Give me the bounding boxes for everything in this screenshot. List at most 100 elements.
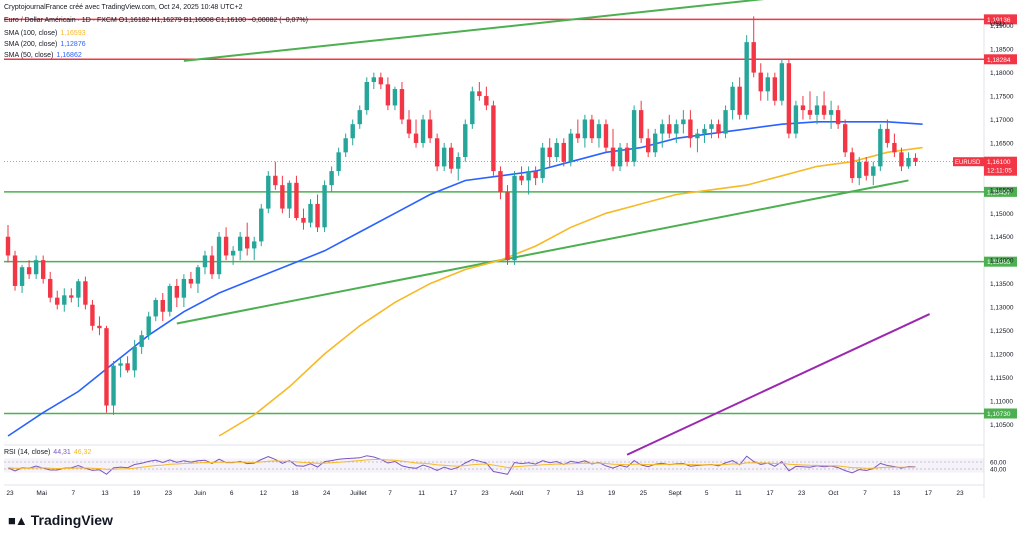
candle-body [765,77,770,92]
candle [505,185,510,265]
candle-body [216,236,222,275]
time-tick-label: 25 [640,490,648,497]
candle-body [645,138,651,153]
candles [5,16,918,415]
candle [631,105,637,167]
candle [90,300,95,331]
candle-body [702,128,707,134]
time-tick-label: 23 [165,490,173,497]
candle [308,199,313,228]
time-tick-label: Juillet [350,490,367,497]
candle-body [406,119,412,134]
candle-body [617,147,623,167]
candle-body [174,285,180,298]
time-tick-label: Juin [194,490,206,497]
candle [603,119,609,153]
time-tick-label: 19 [133,490,141,497]
sma100-line [218,146,923,437]
candle-body [814,105,820,115]
level-price-label: 1,10730 [987,411,1011,418]
candle [48,271,53,303]
candle [399,81,405,125]
price-tick-label: 1,17000 [990,117,1014,124]
time-axis[interactable]: 23 Mai 7 13 19 23 Juin 6 12 18 24 Juillet 7 11 17 23 Aoû… [6,490,964,497]
price-axis[interactable]: 1,19000 1,18500 1,18000 1,17500 1,17000 1,165… [990,23,1014,429]
candle-body [195,267,201,284]
candle-body [385,84,391,106]
candle [526,166,531,195]
price-tick-label: 1,12500 [990,328,1014,335]
price-tick-label: 1,13000 [990,305,1014,312]
candle-body [364,81,369,111]
candle [596,119,602,148]
candle [807,91,813,120]
candle-body [709,124,714,129]
candle-body [751,42,756,73]
price-tick-label: 1,10500 [990,422,1014,429]
candle-body [427,119,433,139]
candle-body [5,236,11,256]
candle-body [118,363,123,366]
indicator-sma200[interactable]: SMA (200, close) 1,12876 [4,41,86,48]
candle-body [885,128,890,143]
candle-body [906,157,911,167]
candle [287,180,292,218]
trendline [626,313,931,456]
time-tick-label: Mai [36,490,46,497]
time-tick-label: 23 [798,490,806,497]
candle [512,171,517,265]
candle [449,142,454,174]
candle-body [828,110,834,115]
candle-body [40,260,46,279]
indicator-label: SMA (200, close) [4,41,58,48]
time-tick-label: 11 [735,490,742,497]
rsi-value: 44,31 [53,449,71,456]
candle [491,100,496,176]
indicator-label: SMA (50, close) [4,52,54,59]
horizontal-levels[interactable]: 1,19136 1,18284 1,15457 1,13968 1,10730 [4,14,1017,419]
candle-body [913,157,918,162]
tradingview-brand[interactable]: ■▲ TradingView [8,512,113,528]
candle-body [772,77,778,101]
price-tick-label: 1,16500 [990,140,1014,147]
candle-body [12,255,18,286]
candle [413,119,419,148]
time-tick-label: 7 [388,490,392,497]
candle [786,58,792,139]
candle [835,105,841,129]
symbol-ohlc[interactable]: Euro / Dollar Américain · 1D · FXCM O1,1… [4,17,308,24]
candle [568,128,573,167]
trendlines[interactable] [176,0,931,456]
time-tick-label: 17 [450,490,458,497]
candle [139,330,144,354]
indicator-sma50[interactable]: SMA (50, close) 1,16862 [4,52,82,59]
candle [779,58,785,106]
candle-body [547,147,552,158]
price-tick-label: 1,18000 [990,70,1014,77]
time-tick-label: 7 [863,490,867,497]
candle-body [653,133,658,153]
candle-body [554,142,559,158]
candle [899,147,904,172]
indicator-sma100[interactable]: SMA (100, close) 1,16593 [4,30,86,37]
candle [463,119,468,162]
candle-body [378,77,384,85]
candle-body [470,91,475,125]
candle [230,246,236,265]
candle-body [399,89,405,120]
time-tick-label: 17 [766,490,774,497]
candle-body [807,110,813,115]
time-tick-label: 12 [260,490,268,497]
candle-body [638,110,644,139]
candle [55,290,60,310]
rsi-legend[interactable]: RSI (14, close) 44,31 46,32 [4,449,91,456]
candle [864,157,869,181]
candle [434,133,440,172]
candle [871,161,876,186]
candle [645,128,651,158]
candle [575,119,581,143]
candle-body [153,300,158,317]
tradingview-logo-icon: ■▲ [8,512,28,528]
candle-body [463,124,468,158]
